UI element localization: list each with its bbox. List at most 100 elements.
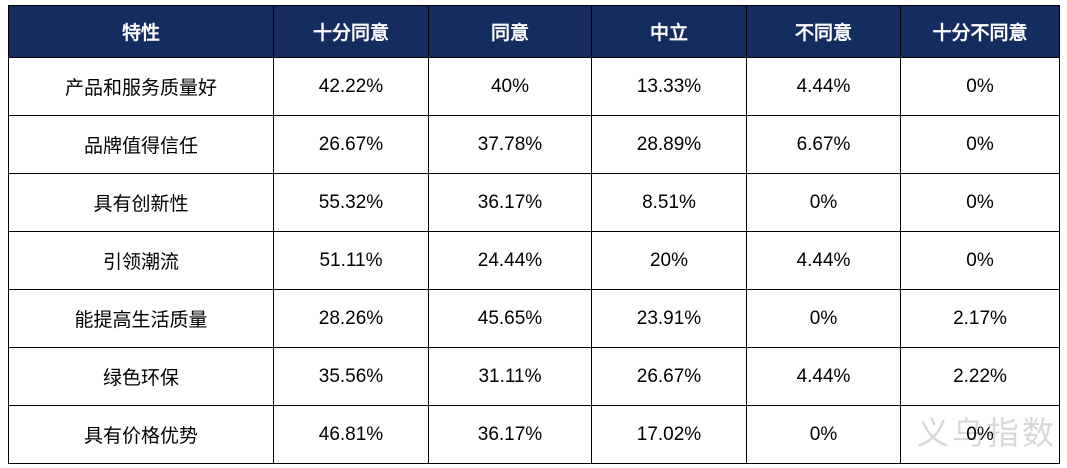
- header-disagree: 不同意: [746, 5, 901, 58]
- value-cell: 0%: [900, 57, 1060, 116]
- value-cell: 51.11%: [273, 231, 429, 290]
- cell-text: 45.65%: [477, 307, 543, 329]
- cell-text: 40%: [490, 75, 530, 97]
- cell-text: 24.44%: [477, 249, 543, 271]
- cell-text: 28.26%: [318, 307, 384, 329]
- cell-text: 46.81%: [318, 423, 384, 445]
- cell-text: 2.17%: [953, 307, 1007, 329]
- cell-text: 引领潮流: [102, 252, 179, 273]
- feature-cell: 绿色环保: [8, 347, 274, 406]
- value-cell: 17.02%: [591, 405, 747, 464]
- cell-text: 0%: [809, 423, 838, 445]
- cell-text: 0%: [809, 191, 838, 213]
- value-cell: 6.67%: [746, 115, 901, 174]
- cell-text: 37.78%: [477, 133, 543, 155]
- cell-text: 20%: [649, 249, 689, 271]
- cell-text: 0%: [966, 249, 994, 271]
- cell-text: 36.17%: [477, 191, 543, 213]
- value-cell: 40%: [428, 57, 592, 116]
- value-cell: 0%: [900, 115, 1060, 174]
- header-strongly-disagree: 十分不同意: [900, 5, 1060, 58]
- cell-text: 0%: [966, 75, 994, 97]
- header-strongly-agree: 十分同意: [273, 5, 429, 58]
- value-cell: 0%: [900, 173, 1060, 232]
- table-row: 具有价格优势 46.81% 36.17% 17.02% 0% 0%: [8, 405, 1060, 464]
- cell-text: 4.44%: [796, 365, 851, 387]
- value-cell: 4.44%: [746, 347, 901, 406]
- value-cell: 2.17%: [900, 289, 1060, 348]
- value-cell: 36.17%: [428, 405, 592, 464]
- feature-cell: 引领潮流: [8, 231, 274, 290]
- cell-text: 0%: [809, 307, 838, 329]
- table-row: 绿色环保 35.56% 31.11% 26.67% 4.44% 2.22%: [8, 347, 1060, 406]
- value-cell: 4.44%: [746, 231, 901, 290]
- cell-text: 28.89%: [636, 133, 702, 155]
- table-row: 引领潮流 51.11% 24.44% 20% 4.44% 0%: [8, 231, 1060, 290]
- feature-cell: 具有创新性: [8, 173, 274, 232]
- cell-text: 31.11%: [478, 365, 542, 387]
- cell-text: 绿色环保: [102, 368, 179, 389]
- header-agree: 同意: [428, 5, 592, 58]
- cell-text: 35.56%: [318, 365, 384, 387]
- value-cell: 2.22%: [900, 347, 1060, 406]
- value-cell: 24.44%: [428, 231, 592, 290]
- feature-cell: 具有价格优势: [8, 405, 274, 464]
- value-cell: 0%: [746, 173, 901, 232]
- cell-text: 51.11%: [319, 249, 383, 271]
- cell-text: 36.17%: [477, 423, 543, 445]
- value-cell: 26.67%: [591, 347, 747, 406]
- feature-cell: 产品和服务质量好: [8, 57, 274, 116]
- cell-text: 具有创新性: [93, 194, 189, 215]
- table-row: 能提高生活质量 28.26% 45.65% 23.91% 0% 2.17%: [8, 289, 1060, 348]
- value-cell: 45.65%: [428, 289, 592, 348]
- value-cell: 0%: [746, 289, 901, 348]
- header-feature: 特性: [8, 5, 274, 58]
- cell-text: 13.33%: [636, 75, 702, 97]
- cell-text: 6.67%: [796, 133, 851, 155]
- cell-text: 4.44%: [796, 249, 851, 271]
- table-row: 具有创新性 55.32% 36.17% 8.51% 0% 0%: [8, 173, 1060, 232]
- cell-text: 55.32%: [318, 191, 384, 213]
- value-cell: 0%: [746, 405, 901, 464]
- cell-text: 0%: [966, 423, 994, 445]
- value-cell: 20%: [591, 231, 747, 290]
- value-cell: 0%: [900, 231, 1060, 290]
- value-cell: 26.67%: [273, 115, 429, 174]
- value-cell: 37.78%: [428, 115, 592, 174]
- value-cell: 36.17%: [428, 173, 592, 232]
- value-cell: 13.33%: [591, 57, 747, 116]
- survey-table: 特性 十分同意 同意 中立 不同意 十分不同意 产品和服务质量好 42.22% 40…: [8, 5, 1060, 464]
- cell-text: 品牌值得信任: [83, 136, 198, 157]
- header-row: 特性 十分同意 同意 中立 不同意 十分不同意: [8, 5, 1060, 58]
- cell-text: 具有价格优势: [83, 426, 198, 447]
- cell-text: 23.91%: [636, 307, 702, 329]
- cell-text: 8.51%: [642, 191, 696, 213]
- value-cell: 8.51%: [591, 173, 747, 232]
- cell-text: 42.22%: [318, 75, 384, 97]
- value-cell: 31.11%: [428, 347, 592, 406]
- cell-text: 0%: [966, 133, 994, 155]
- feature-cell: 品牌值得信任: [8, 115, 274, 174]
- cell-text: 4.44%: [796, 75, 851, 97]
- value-cell: 28.26%: [273, 289, 429, 348]
- table-row: 品牌值得信任 26.67% 37.78% 28.89% 6.67% 0%: [8, 115, 1060, 174]
- cell-text: 2.22%: [953, 365, 1007, 387]
- cell-text: 17.02%: [636, 423, 702, 445]
- cell-text: 0%: [966, 191, 994, 213]
- value-cell: 0%: [900, 405, 1060, 464]
- value-cell: 4.44%: [746, 57, 901, 116]
- value-cell: 23.91%: [591, 289, 747, 348]
- cell-text: 能提高生活质量: [74, 310, 208, 331]
- value-cell: 35.56%: [273, 347, 429, 406]
- value-cell: 42.22%: [273, 57, 429, 116]
- value-cell: 46.81%: [273, 405, 429, 464]
- survey-table-container: 特性 十分同意 同意 中立 不同意 十分不同意 产品和服务质量好 42.22% 40…: [8, 5, 1060, 464]
- header-neutral: 中立: [591, 5, 747, 58]
- cell-text: 26.67%: [318, 133, 384, 155]
- value-cell: 55.32%: [273, 173, 429, 232]
- cell-text: 26.67%: [636, 365, 702, 387]
- table-row: 产品和服务质量好 42.22% 40% 13.33% 4.44% 0%: [8, 57, 1060, 116]
- table-body: 产品和服务质量好 42.22% 40% 13.33% 4.44% 0% 品牌值得信任 26.6…: [8, 57, 1060, 464]
- cell-text: 产品和服务质量好: [64, 78, 217, 99]
- value-cell: 28.89%: [591, 115, 747, 174]
